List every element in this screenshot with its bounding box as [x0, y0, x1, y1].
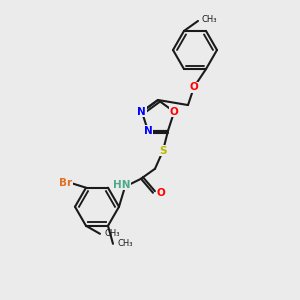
Text: HN: HN [113, 180, 131, 190]
Text: CH₃: CH₃ [202, 15, 218, 24]
Text: CH₃: CH₃ [118, 239, 134, 248]
Text: O: O [170, 107, 178, 117]
Text: N: N [144, 126, 152, 136]
Text: N: N [137, 107, 146, 117]
Text: O: O [157, 188, 165, 198]
Text: CH₃: CH₃ [105, 229, 121, 238]
Text: Br: Br [59, 178, 73, 188]
Text: S: S [159, 146, 167, 156]
Text: O: O [190, 82, 198, 92]
